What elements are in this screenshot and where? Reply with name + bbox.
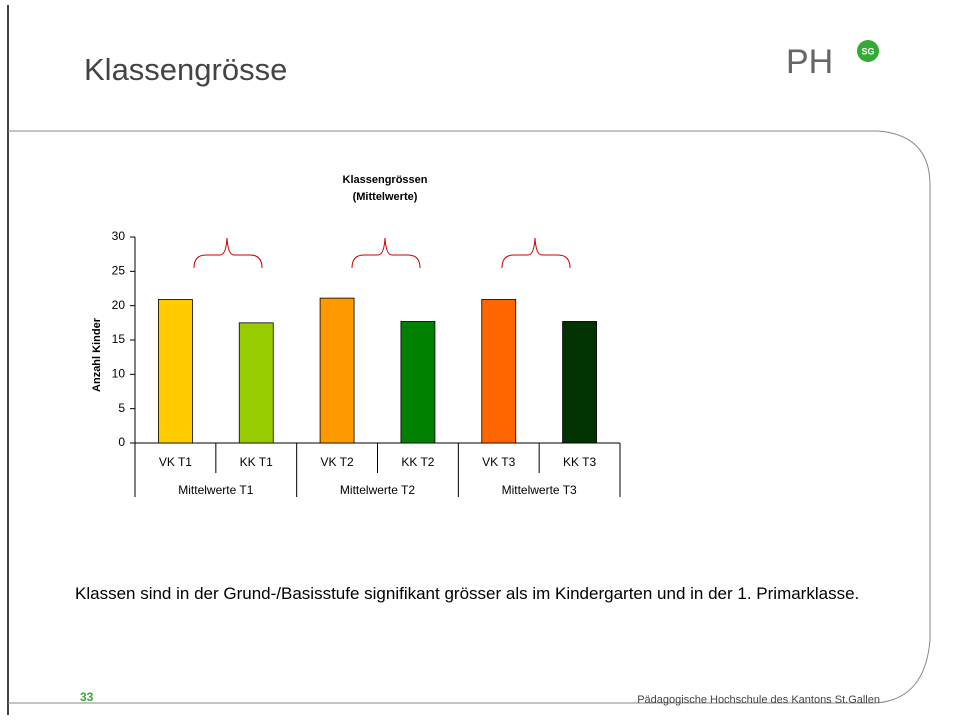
x-tick-label: KK T1	[240, 455, 273, 469]
y-tick-label: 10	[112, 367, 126, 381]
bar	[319, 297, 355, 444]
logo-badge-text: SG	[861, 46, 874, 56]
y-tick-label: 25	[112, 264, 126, 278]
body-text: Klassen sind in der Grund-/Basisstufe si…	[75, 584, 860, 603]
braces	[193, 237, 571, 269]
group-label: Mittelwerte T3	[502, 483, 577, 497]
footer: Pädagogische Hochschule des Kantons St.G…	[637, 694, 880, 706]
x-tick-label: VK T1	[159, 455, 192, 469]
logo: PH	[786, 43, 833, 81]
group-label: Mittelwerte T1	[178, 483, 253, 497]
chart-title: (Mittelwerte)	[353, 191, 418, 203]
slide-title: Klassengrösse	[84, 52, 287, 87]
y-axis-label: Anzahl Kinder	[91, 317, 103, 392]
x-tick-label: VK T3	[482, 455, 515, 469]
y-tick-label: 5	[118, 401, 125, 415]
y-tick-label: 30	[112, 229, 126, 243]
x-tick-label: KK T3	[563, 455, 596, 469]
bar	[481, 299, 517, 444]
bar	[238, 322, 274, 444]
x-tick-label: KK T2	[401, 455, 434, 469]
y-tick-label: 15	[112, 332, 126, 346]
group-label: Mittelwerte T2	[340, 483, 415, 497]
page-number: 33	[80, 690, 94, 704]
bar	[400, 321, 436, 444]
chart-title: Klassengrössen	[343, 174, 428, 186]
logo-badge	[857, 40, 879, 62]
content-frame	[8, 130, 931, 704]
y-tick-label: 0	[118, 435, 125, 449]
bar	[158, 299, 193, 444]
bar	[562, 321, 597, 444]
y-tick-label: 20	[112, 298, 126, 312]
x-tick-label: VK T2	[321, 455, 354, 469]
